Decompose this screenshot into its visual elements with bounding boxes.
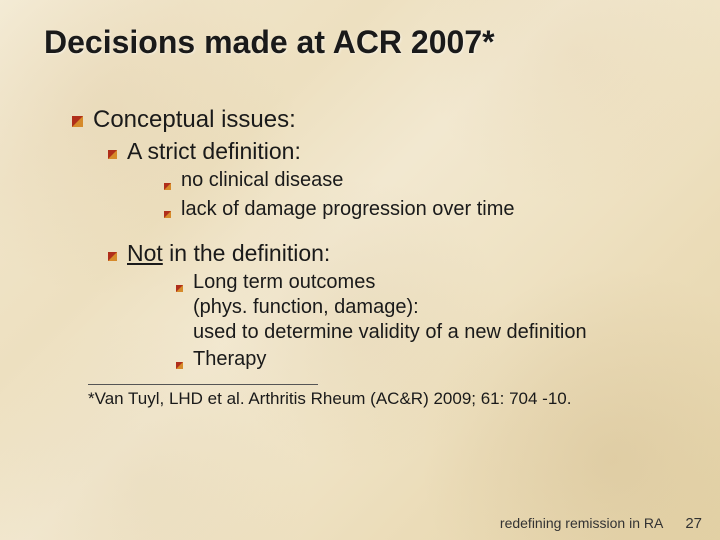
text-therapy: Therapy bbox=[193, 347, 266, 372]
text-lack-damage: lack of damage progression over time bbox=[181, 197, 515, 222]
text-line-1: Long term outcomes bbox=[193, 271, 375, 293]
square-bullet-icon bbox=[176, 279, 183, 297]
slide: Decisions made at ACR 2007* Conceptual i… bbox=[0, 0, 720, 540]
bullet-l3-therapy: Therapy bbox=[176, 347, 676, 374]
square-bullet-icon bbox=[164, 205, 171, 223]
slide-title: Decisions made at ACR 2007* bbox=[44, 24, 676, 61]
citation-text: *Van Tuyl, LHD et al. Arthritis Rheum (A… bbox=[88, 389, 676, 409]
bullet-l3-lack-damage: lack of damage progression over time bbox=[164, 197, 676, 224]
slide-number: 27 bbox=[685, 515, 702, 532]
text-line-3: used to determine validity of a new defi… bbox=[193, 321, 587, 343]
citation-divider bbox=[88, 384, 318, 385]
text-line-2: (phys. function, damage): bbox=[193, 296, 419, 318]
text-conceptual-issues: Conceptual issues: bbox=[93, 105, 296, 135]
square-bullet-icon bbox=[72, 114, 83, 132]
square-bullet-icon bbox=[176, 356, 183, 374]
spacer bbox=[44, 225, 676, 239]
bullet-l2-not-def: Not in the definition: bbox=[108, 239, 676, 268]
footer: redefining remission in RA 27 bbox=[500, 515, 702, 532]
text-long-term-outcomes: Long term outcomes (phys. function, dama… bbox=[193, 270, 587, 345]
square-bullet-icon bbox=[108, 248, 117, 266]
footer-label: redefining remission in RA bbox=[500, 515, 663, 531]
text-no-clinical-disease: no clinical disease bbox=[181, 168, 343, 193]
text-in-the-definition: in the definition: bbox=[163, 240, 331, 266]
bullet-l1-conceptual: Conceptual issues: bbox=[72, 105, 676, 135]
bullet-l3-no-clinical: no clinical disease bbox=[164, 168, 676, 195]
text-not-in-definition: Not in the definition: bbox=[127, 239, 330, 268]
square-bullet-icon bbox=[164, 177, 171, 195]
text-not-underlined: Not bbox=[127, 240, 163, 266]
text-strict-definition: A strict definition: bbox=[127, 137, 301, 166]
square-bullet-icon bbox=[108, 146, 117, 164]
bullet-l2-strict-def: A strict definition: bbox=[108, 137, 676, 166]
bullet-l3-long-term: Long term outcomes (phys. function, dama… bbox=[176, 270, 676, 345]
